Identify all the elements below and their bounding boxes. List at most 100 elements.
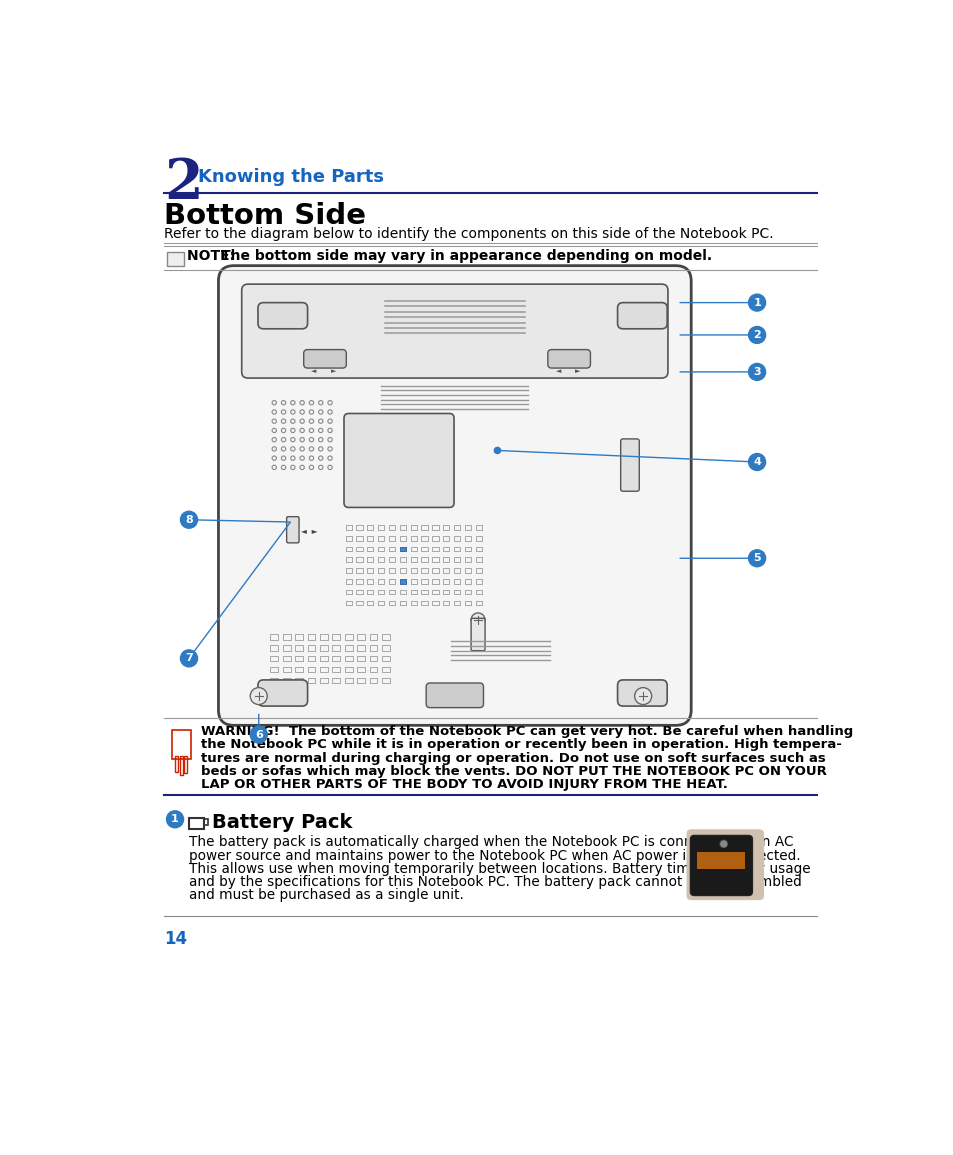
Bar [421, 526, 427, 530]
Circle shape [634, 687, 651, 705]
Bar [410, 526, 416, 530]
Bar [344, 646, 353, 650]
Bar [464, 590, 471, 595]
Bar [356, 590, 362, 595]
Bar [282, 646, 291, 650]
Text: ◄  ►: ◄ ► [301, 528, 317, 536]
Bar [377, 601, 384, 605]
Bar [432, 536, 438, 541]
Bar [367, 601, 373, 605]
Bar [332, 646, 340, 650]
Text: 1: 1 [753, 298, 760, 307]
Bar [454, 601, 459, 605]
Bar [319, 656, 328, 662]
Text: Battery Pack: Battery Pack [212, 813, 353, 832]
Circle shape [167, 811, 183, 828]
Bar [282, 634, 291, 640]
Bar [189, 818, 204, 828]
Bar [356, 634, 365, 640]
Text: Knowing the Parts: Knowing the Parts [198, 167, 384, 186]
Bar [270, 634, 278, 640]
Bar [443, 526, 449, 530]
Text: ►: ► [331, 368, 335, 374]
Bar [270, 678, 278, 683]
Bar [345, 546, 352, 551]
Bar [476, 568, 481, 573]
Bar [282, 678, 291, 683]
Bar [345, 568, 352, 573]
Bar [356, 601, 362, 605]
Text: 6: 6 [254, 730, 262, 739]
Bar [421, 536, 427, 541]
Bar [454, 568, 459, 573]
Bar [282, 656, 291, 662]
Bar [464, 579, 471, 583]
Bar [179, 757, 183, 775]
Bar [381, 666, 390, 672]
Circle shape [250, 687, 267, 705]
Bar [476, 536, 481, 541]
Bar [319, 666, 328, 672]
Bar [410, 590, 416, 595]
Bar [319, 678, 328, 683]
Bar [307, 646, 315, 650]
Bar [381, 678, 390, 683]
Bar [345, 558, 352, 562]
Text: 14: 14 [164, 930, 187, 948]
Bar [294, 678, 303, 683]
FancyBboxPatch shape [686, 829, 763, 900]
Bar [454, 546, 459, 551]
Bar [294, 646, 303, 650]
Bar [410, 536, 416, 541]
Bar [443, 590, 449, 595]
Bar [464, 536, 471, 541]
Text: This allows use when moving temporarily between locations. Battery time varies b: This allows use when moving temporarily … [189, 862, 810, 875]
Circle shape [494, 447, 500, 454]
Bar [421, 558, 427, 562]
Bar [389, 601, 395, 605]
Bar [282, 666, 291, 672]
Bar [389, 568, 395, 573]
Bar [381, 646, 390, 650]
Bar [476, 579, 481, 583]
Bar [356, 558, 362, 562]
Bar [410, 579, 416, 583]
Bar [270, 646, 278, 650]
Text: The bottom side may vary in appearance depending on model.: The bottom side may vary in appearance d… [220, 248, 711, 262]
Bar [464, 568, 471, 573]
Bar [389, 558, 395, 562]
Text: tures are normal during charging or operation. Do not use on soft surfaces such : tures are normal during charging or oper… [200, 752, 824, 765]
Bar [443, 568, 449, 573]
Bar [377, 579, 384, 583]
Bar [369, 656, 377, 662]
Bar [443, 536, 449, 541]
Bar [443, 579, 449, 583]
Bar [184, 757, 187, 773]
Text: power source and maintains power to the Notebook PC when AC power is not connect: power source and maintains power to the … [189, 849, 800, 863]
Text: LAP OR OTHER PARTS OF THE BODY TO AVOID INJURY FROM THE HEAT.: LAP OR OTHER PARTS OF THE BODY TO AVOID … [200, 777, 727, 791]
Bar [367, 536, 373, 541]
FancyBboxPatch shape [286, 516, 298, 543]
Bar [476, 558, 481, 562]
Bar [454, 579, 459, 583]
FancyBboxPatch shape [344, 413, 454, 507]
Bar [332, 634, 340, 640]
Circle shape [250, 726, 267, 743]
Circle shape [748, 295, 765, 311]
Bar [464, 526, 471, 530]
Bar [367, 558, 373, 562]
Bar [389, 526, 395, 530]
Bar [367, 579, 373, 583]
Circle shape [748, 550, 765, 567]
Bar [432, 558, 438, 562]
Bar [399, 536, 406, 541]
Bar [332, 656, 340, 662]
Bar [399, 579, 406, 583]
Bar [432, 568, 438, 573]
Bar [356, 579, 362, 583]
Bar [476, 601, 481, 605]
Bar [476, 546, 481, 551]
Bar [377, 558, 384, 562]
Bar [344, 634, 353, 640]
Bar [270, 656, 278, 662]
